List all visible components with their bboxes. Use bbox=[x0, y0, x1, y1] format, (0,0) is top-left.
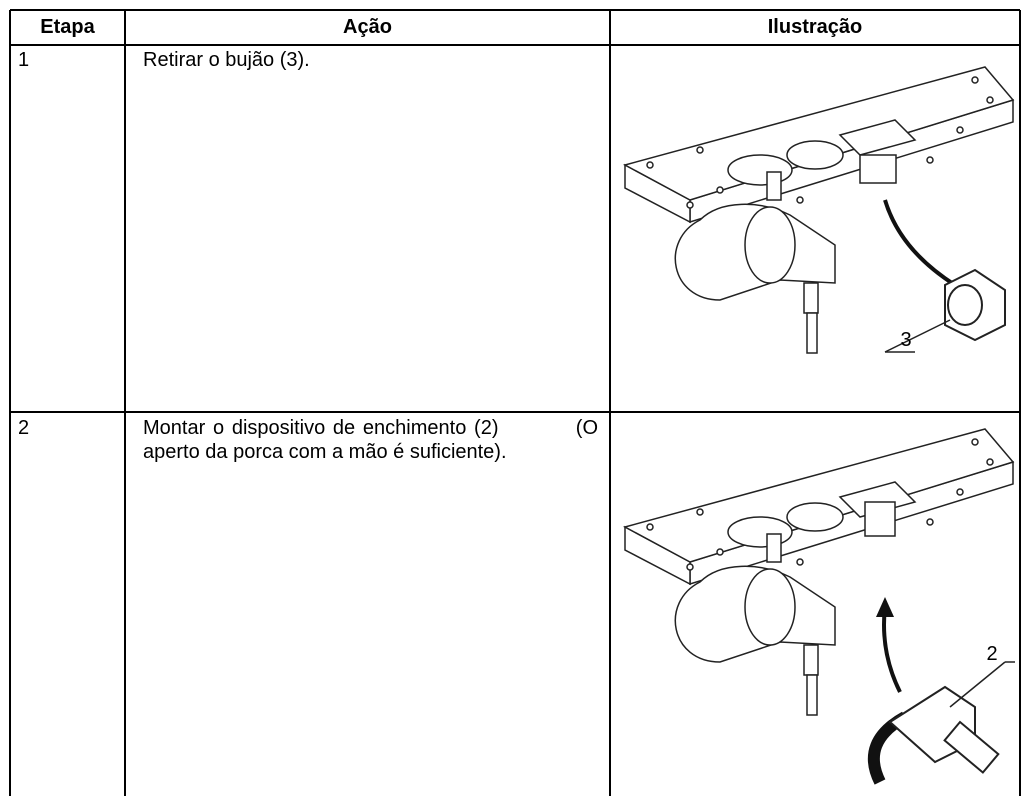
illustration-2 bbox=[624, 428, 1015, 785]
header-cell: Etapa bbox=[40, 16, 95, 38]
callout-label: 3 bbox=[900, 329, 911, 351]
callout-label: 2 bbox=[986, 643, 997, 665]
header-cell: Ilustração bbox=[767, 16, 863, 38]
step-cell: 2 bbox=[18, 417, 30, 439]
grid-lines bbox=[9, 9, 1021, 796]
action-cell: Retirar o bujão (3). bbox=[143, 49, 310, 71]
illustration-1 bbox=[624, 66, 1014, 354]
header-cell: Ação bbox=[343, 16, 392, 38]
step-cell: 1 bbox=[18, 49, 30, 71]
action-cell: Montar o dispositivo de enchimento (2) (… bbox=[143, 417, 604, 463]
